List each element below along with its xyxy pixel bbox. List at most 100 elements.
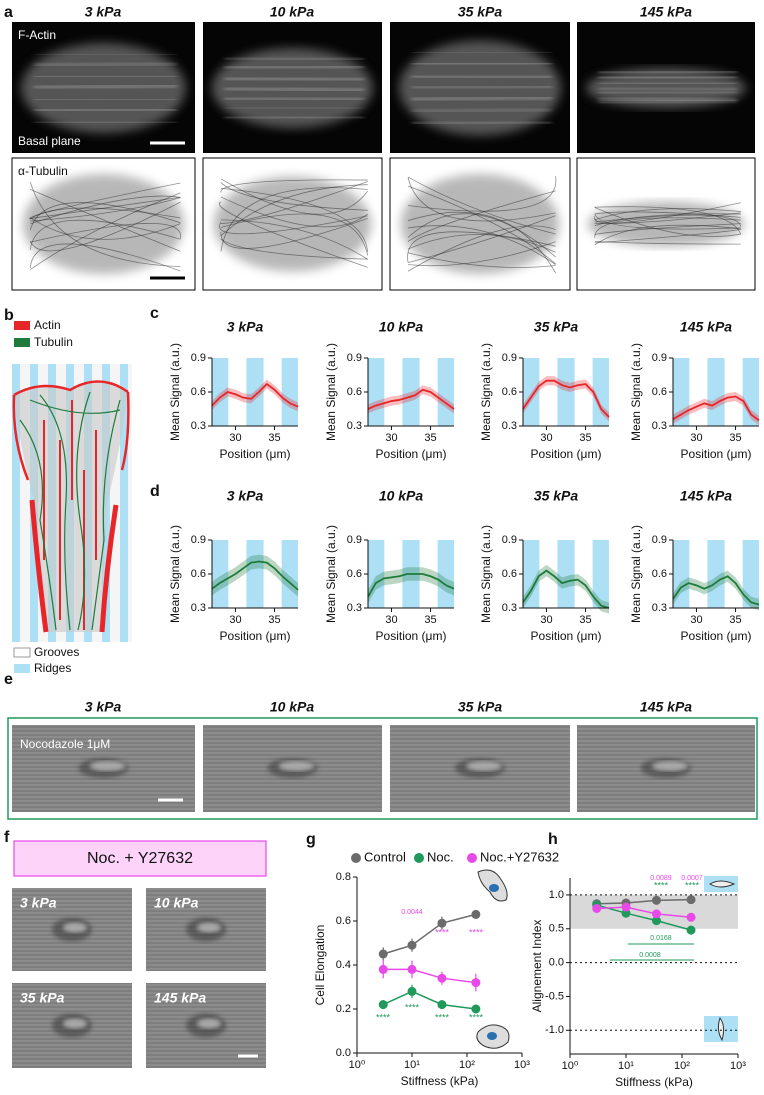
cell	[197, 922, 221, 933]
ridge	[246, 358, 264, 426]
fiber	[598, 91, 738, 94]
y-tick-label: 0.6	[191, 568, 206, 580]
legend-label: Grooves	[34, 645, 79, 659]
y-axis-label: Mean Signal (a.u.)	[324, 525, 338, 623]
ridge	[707, 540, 725, 608]
point	[686, 925, 696, 935]
point	[651, 895, 661, 905]
y-tick-label: 0.3	[652, 420, 667, 432]
fit-line	[596, 898, 692, 905]
fiber	[407, 177, 556, 222]
point	[378, 964, 388, 974]
chart-title: 145 kPa	[680, 488, 732, 504]
x-axis-label: Position (μm)	[220, 629, 291, 643]
point	[378, 949, 388, 959]
y-tick-label: 0.2	[336, 1003, 351, 1015]
ridge	[742, 358, 759, 426]
fiber	[220, 238, 368, 260]
line	[211, 560, 299, 591]
fiber	[407, 225, 556, 272]
fiber	[411, 96, 553, 101]
x-tick-label: 30	[540, 614, 552, 626]
fiber	[219, 201, 368, 268]
x-tick-label: 30	[385, 614, 397, 626]
fiber	[33, 84, 177, 89]
box-title: Noc. + Y27632	[87, 850, 193, 867]
line	[367, 388, 455, 410]
x-tick-label: 35	[424, 614, 436, 626]
fit-line	[596, 904, 692, 931]
panel-label: f	[4, 829, 10, 846]
fiber	[33, 121, 177, 124]
fiber	[594, 217, 741, 238]
fit-line	[383, 968, 476, 984]
fiber	[30, 197, 181, 222]
annotation: ****	[376, 1012, 391, 1022]
panel-label: a	[4, 4, 13, 21]
annotation: 0.0007	[681, 875, 703, 882]
legend-label: Ridges	[34, 661, 71, 675]
x-tick-label: 35	[729, 432, 741, 444]
image-label: 35 kPa	[20, 990, 65, 1006]
fiber	[33, 108, 177, 112]
cell	[63, 1018, 87, 1029]
x-tick-label: 30	[540, 432, 552, 444]
annotation: 0.0044	[401, 909, 423, 916]
chart-title: 35 kPa	[534, 488, 579, 504]
fiber	[407, 231, 556, 263]
chart-title: 10 kPa	[379, 488, 424, 504]
ridge	[707, 358, 725, 426]
ridge	[673, 358, 690, 426]
column-header: 145 kPa	[640, 699, 692, 715]
image-label: Basal plane	[18, 134, 81, 148]
column-header: 3 kPa	[85, 4, 122, 20]
y-tick-label: -0.5	[545, 990, 564, 1002]
fiber	[30, 207, 181, 220]
annotation: ****	[435, 1012, 450, 1022]
image-label: Nocodazole 1μM	[20, 737, 110, 751]
fiber	[30, 195, 181, 225]
fiber	[594, 228, 741, 244]
x-axis-label: Position (μm)	[531, 629, 602, 643]
ridge	[592, 358, 609, 426]
fiber	[29, 201, 181, 252]
error-band	[523, 564, 609, 614]
error-band	[212, 554, 298, 597]
chart-title: 10 kPa	[379, 319, 424, 335]
x-tick-label: 35	[579, 614, 591, 626]
point	[471, 1004, 481, 1014]
y-tick-label: 0.6	[652, 568, 667, 580]
ridge	[281, 358, 298, 426]
ridge	[281, 540, 298, 608]
ridge	[557, 540, 575, 608]
y-tick-label: 0.5	[549, 923, 564, 935]
fiber	[29, 219, 181, 250]
fiber	[33, 98, 177, 101]
y-axis-label: Mean Signal (a.u.)	[479, 343, 493, 441]
cell	[63, 922, 87, 933]
line	[672, 575, 760, 606]
fiber	[594, 207, 741, 237]
column-header: 35 kPa	[458, 699, 503, 715]
y-tick-label: 0.3	[502, 420, 517, 432]
fiber	[224, 97, 365, 101]
panel-label: e	[4, 671, 13, 688]
line	[522, 379, 610, 418]
chart-title: 35 kPa	[534, 319, 579, 335]
fiber	[411, 85, 553, 89]
fiber	[594, 206, 742, 235]
fiber	[220, 196, 368, 228]
line	[522, 569, 610, 609]
x-tick-label: 10⁰	[562, 1060, 579, 1072]
image-label: 10 kPa	[154, 895, 199, 911]
cell	[89, 761, 126, 771]
x-tick-label: 30	[229, 432, 241, 444]
fit-line	[383, 913, 477, 955]
point	[686, 912, 696, 922]
fiber	[407, 241, 556, 267]
column-header: 10 kPa	[270, 699, 315, 715]
y-tick-label: 0.9	[652, 352, 667, 364]
line	[367, 573, 455, 598]
y-axis-label: Mean Signal (a.u.)	[168, 525, 182, 623]
